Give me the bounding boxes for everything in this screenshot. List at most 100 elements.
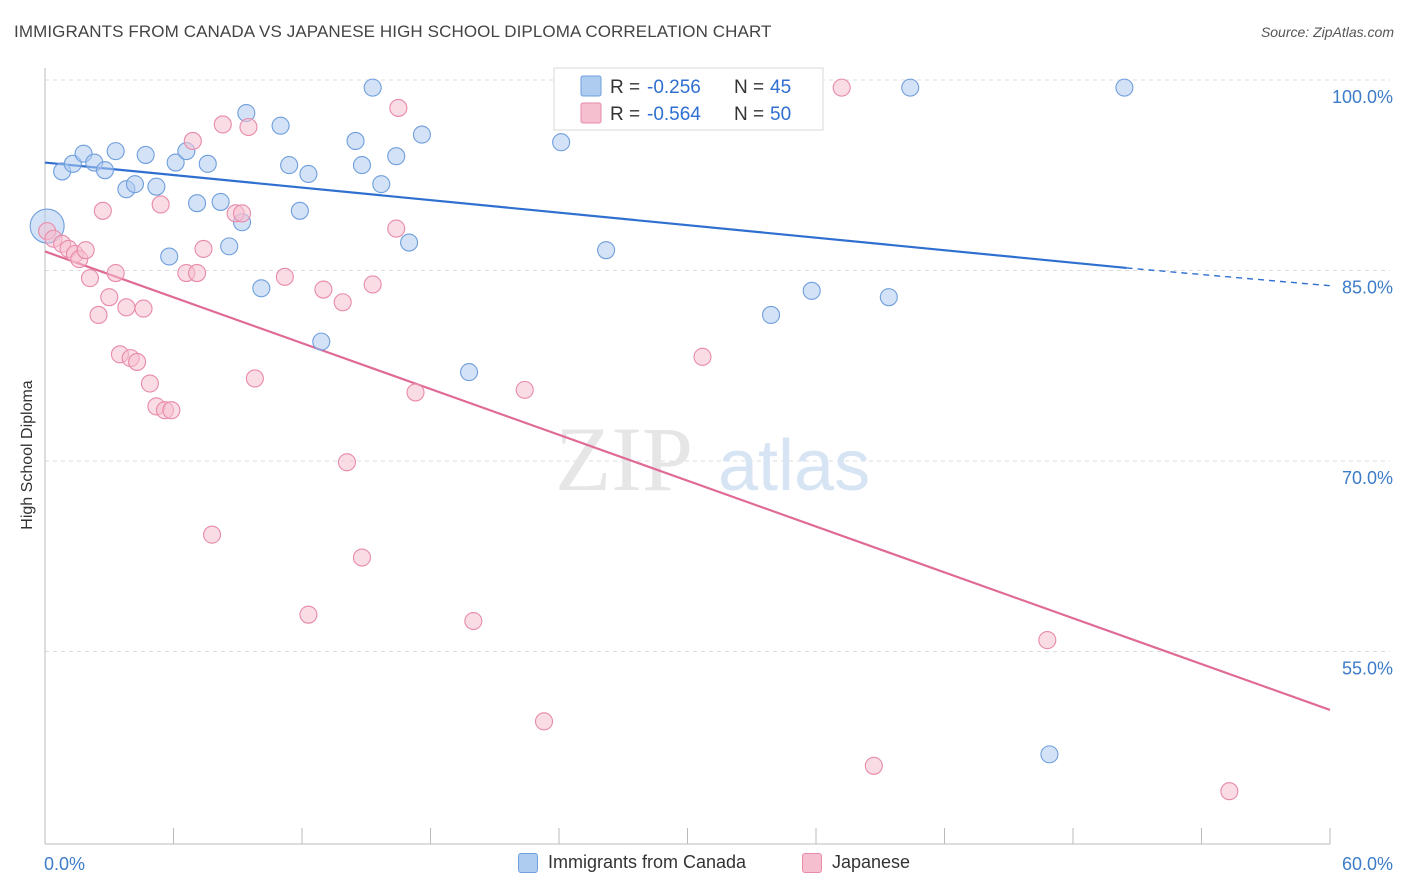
point-canada	[802, 281, 821, 300]
point-japanese	[352, 548, 372, 567]
legend-label-japanese: Japanese	[832, 852, 911, 872]
legend-marker-canada	[518, 852, 538, 873]
watermark: ZIP atlas	[555, 408, 870, 510]
point-japanese	[100, 288, 119, 307]
point-japanese	[140, 374, 159, 393]
legend-n-label-canada: N =	[734, 77, 764, 98]
point-canada	[1040, 745, 1059, 764]
point-canada	[459, 363, 479, 382]
point-canada	[166, 153, 185, 172]
point-canada	[147, 177, 166, 196]
point-canada	[400, 233, 419, 252]
point-canada	[346, 131, 365, 151]
point-japanese	[162, 401, 181, 420]
point-japanese	[1038, 631, 1057, 650]
legend-n-value-japanese: 50	[770, 104, 791, 125]
point-canada	[552, 133, 571, 152]
legend-n-label-japanese: N =	[734, 104, 764, 125]
point-japanese	[89, 305, 108, 325]
watermark-atlas: atlas	[718, 426, 870, 506]
point-canada	[252, 279, 271, 298]
point-canada	[271, 116, 290, 135]
point-japanese	[387, 219, 406, 238]
point-japanese	[134, 299, 153, 318]
y-tick-label: 100.0%	[1332, 87, 1393, 107]
tick-labels: 55.0% 70.0% 85.0% 100.0% 0.0% 60.0%	[44, 87, 1393, 874]
legend-r-label-japanese: R =	[610, 104, 640, 125]
point-japanese	[188, 263, 207, 283]
point-canada	[95, 161, 115, 180]
legend-item-japanese[interactable]: Japanese	[802, 852, 910, 873]
point-japanese	[389, 98, 408, 117]
x-tick-label: 60.0%	[1342, 854, 1393, 874]
point-japanese	[693, 347, 712, 366]
legend-r-value-japanese: -0.564	[647, 104, 701, 125]
y-tick-label: 55.0%	[1342, 659, 1393, 679]
source-credit: Source: ZipAtlas.com	[1260, 24, 1394, 40]
point-canada	[387, 147, 406, 166]
point-canada	[106, 142, 125, 161]
point-japanese	[337, 453, 357, 472]
point-canada	[363, 78, 382, 97]
stats-legend: R = -0.256 N = 45 R = -0.564 N = 50	[553, 67, 824, 131]
point-canada	[220, 237, 239, 256]
point-japanese	[464, 611, 483, 631]
point-japanese	[128, 352, 147, 371]
axes	[44, 68, 1331, 845]
point-japanese	[314, 280, 333, 299]
point-japanese	[194, 239, 213, 258]
point-japanese	[1220, 782, 1239, 801]
legend-n-value-canada: 45	[770, 77, 791, 98]
point-canada	[901, 78, 920, 97]
point-canada	[761, 305, 781, 325]
point-japanese	[117, 298, 136, 317]
legend-r-label-canada: R =	[610, 77, 640, 98]
point-canada	[597, 241, 616, 260]
point-japanese	[93, 201, 112, 220]
point-canada	[290, 201, 309, 220]
point-japanese	[239, 117, 258, 137]
point-japanese	[106, 263, 125, 283]
point-canada	[188, 194, 207, 213]
point-japanese	[406, 383, 425, 402]
point-canada	[198, 154, 217, 173]
point-japanese	[515, 380, 534, 399]
point-japanese	[151, 195, 170, 214]
point-japanese	[864, 756, 883, 775]
point-canada	[211, 192, 230, 211]
legend-label-canada: Immigrants from Canada	[548, 852, 747, 872]
point-canada	[372, 175, 391, 194]
point-japanese	[203, 525, 222, 544]
point-japanese	[333, 293, 352, 312]
legend-marker-japanese	[802, 852, 822, 873]
point-canada	[160, 247, 179, 266]
point-japanese	[183, 131, 202, 151]
legend-item-canada[interactable]: Immigrants from Canada	[518, 852, 746, 873]
point-canada	[879, 288, 898, 307]
point-japanese	[232, 204, 252, 223]
series-legend: Immigrants from Canada Japanese	[0, 852, 1406, 878]
point-canada	[412, 125, 431, 144]
point-canada	[125, 175, 144, 194]
point-japanese	[299, 605, 318, 624]
point-canada	[136, 145, 155, 164]
point-canada	[280, 156, 299, 175]
point-canada	[312, 332, 331, 351]
x-tick-label: 0.0%	[44, 854, 85, 874]
point-japanese	[363, 275, 382, 294]
point-canada	[1115, 78, 1134, 97]
chart-title: IMMIGRANTS FROM CANADA VS JAPANESE HIGH …	[14, 22, 772, 41]
point-japanese	[76, 241, 95, 260]
trend-line-canada	[44, 161, 1127, 270]
point-japanese	[832, 78, 851, 97]
trend-line-canada-extension	[1126, 267, 1331, 287]
trend-lines	[44, 161, 1331, 711]
point-canada	[299, 164, 318, 184]
legend-swatch-japanese	[580, 102, 602, 124]
point-japanese	[534, 712, 554, 731]
legend-swatch-canada	[580, 75, 602, 97]
point-japanese	[213, 115, 232, 134]
point-japanese	[80, 269, 100, 288]
point-canada	[352, 156, 372, 175]
